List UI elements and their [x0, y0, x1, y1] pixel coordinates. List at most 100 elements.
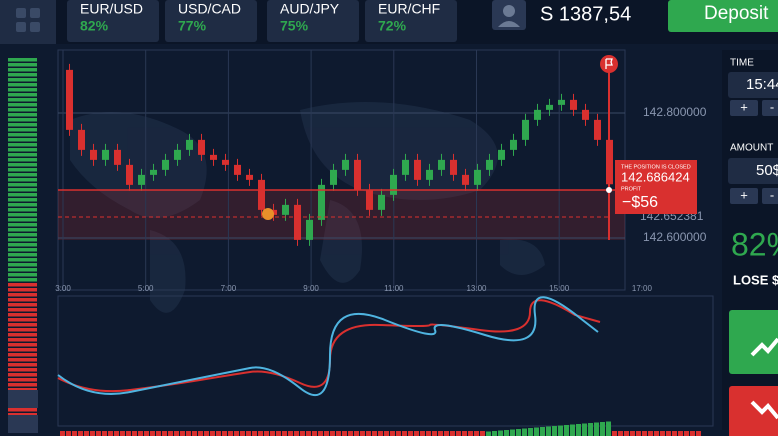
volume-bar: [516, 429, 521, 436]
volume-bar: [180, 431, 185, 436]
result-tooltip: [615, 160, 697, 214]
signal-segment: [8, 163, 37, 167]
signal-segment: [8, 268, 37, 272]
volume-bar: [228, 431, 233, 436]
volume-bar: [312, 431, 317, 436]
payout: 82%: [731, 226, 778, 262]
volume-bar: [156, 431, 161, 436]
candle: [450, 159, 457, 175]
candle: [198, 139, 205, 155]
pair-tab[interactable]: [67, 0, 159, 42]
pair-name: EUR/CHF: [378, 1, 440, 17]
volume-bar: [192, 431, 197, 436]
amount-minus-label: -: [770, 187, 774, 202]
signal-segment: [8, 363, 37, 367]
candle: [498, 149, 505, 160]
signal-segment: [8, 313, 37, 317]
signal-segment: [8, 378, 37, 382]
time-minus[interactable]: [762, 100, 778, 116]
panel-button[interactable]: [8, 415, 38, 433]
signal-segment: [8, 233, 37, 237]
signal-segment: [8, 293, 37, 297]
signal-segment: [8, 93, 37, 97]
volume-bar: [144, 431, 149, 436]
volume-bar: [534, 427, 539, 436]
world-map: [70, 102, 545, 313]
volume-bar: [288, 431, 293, 436]
volume-bar: [546, 426, 551, 436]
signal-segment: [8, 238, 37, 242]
avatar-body: [498, 21, 520, 27]
volume-bar: [462, 431, 467, 436]
volume-bar: [432, 431, 437, 436]
deposit-button[interactable]: [668, 0, 778, 32]
candle: [486, 159, 493, 170]
volume-bar: [270, 431, 275, 436]
signal-segment: [8, 203, 37, 207]
signal-segment: [8, 143, 37, 147]
y-tick-label: 142.600000: [643, 230, 707, 244]
volume-bar: [252, 431, 257, 436]
volume-bar: [612, 431, 617, 436]
volume-bar: [564, 425, 569, 436]
amount-input[interactable]: [728, 158, 778, 184]
signal-segment: [8, 308, 37, 312]
volume-bar: [294, 431, 299, 436]
candle: [126, 164, 133, 185]
candle: [78, 129, 85, 150]
volume-bar: [588, 423, 593, 436]
time-plus[interactable]: [730, 100, 758, 116]
pair-tab[interactable]: [267, 0, 359, 42]
signal-segment: [8, 88, 37, 92]
time-value: 15:44: [746, 76, 778, 93]
volume-bar: [210, 431, 215, 436]
menu-button[interactable]: [0, 0, 56, 44]
panel-button[interactable]: [8, 390, 38, 408]
volume-bar: [498, 430, 503, 436]
expiry-flag: [600, 55, 618, 73]
put-button[interactable]: [729, 386, 778, 436]
pair-name: EUR/USD: [80, 1, 143, 17]
pair-payout: 82%: [80, 18, 109, 34]
volume-bar: [510, 429, 515, 436]
volume-bar: [606, 421, 611, 436]
amount-minus[interactable]: [762, 188, 778, 204]
volume-bar: [414, 431, 419, 436]
signal-segment: [8, 323, 37, 327]
candle: [210, 154, 217, 160]
x-tick-label: 7:00: [221, 284, 237, 293]
volume-bar: [642, 431, 647, 436]
signal-segment: [8, 383, 37, 387]
volume-bar: [198, 431, 203, 436]
signal-segment: [8, 228, 37, 232]
time-label: TIME: [730, 58, 754, 69]
time-input[interactable]: [728, 72, 778, 98]
pair-tab[interactable]: [165, 0, 257, 42]
amount-plus[interactable]: [730, 188, 758, 204]
signal-segment: [8, 413, 37, 417]
candle: [582, 109, 589, 120]
volume-bar: [426, 431, 431, 436]
volume-bar: [444, 431, 449, 436]
tooltip-profit: −$56: [622, 194, 658, 211]
signal-segment: [8, 183, 37, 187]
call-button[interactable]: [729, 310, 778, 374]
candle: [258, 179, 265, 210]
menu-icon: [16, 8, 40, 32]
volume-bar: [624, 431, 629, 436]
lose-label: LOSE $: [733, 272, 778, 287]
pair-payout: 77%: [178, 18, 207, 34]
signal-segment: [8, 338, 37, 342]
signal-segment: [8, 278, 37, 282]
pair-tab[interactable]: [365, 0, 457, 42]
volume-bar: [342, 431, 347, 436]
time-minus-label: -: [770, 99, 774, 114]
volume-bar: [666, 431, 671, 436]
signal-segment: [8, 328, 37, 332]
close-point: [606, 187, 612, 193]
volume-bar: [648, 431, 653, 436]
amount-plus-label: +: [740, 187, 748, 202]
volume-bar: [438, 431, 443, 436]
signal-segment: [8, 303, 37, 307]
candle: [90, 149, 97, 160]
